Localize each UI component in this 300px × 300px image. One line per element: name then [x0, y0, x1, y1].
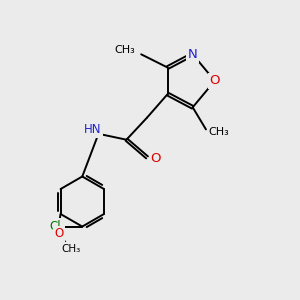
- Text: O: O: [55, 227, 64, 240]
- Text: O: O: [151, 152, 161, 165]
- Text: O: O: [209, 74, 220, 87]
- Text: HN: HN: [84, 123, 101, 136]
- Text: N: N: [188, 48, 198, 61]
- Text: Cl: Cl: [49, 220, 61, 233]
- Text: CH₃: CH₃: [61, 244, 80, 254]
- Text: CH₃: CH₃: [115, 45, 135, 55]
- Text: CH₃: CH₃: [209, 127, 230, 137]
